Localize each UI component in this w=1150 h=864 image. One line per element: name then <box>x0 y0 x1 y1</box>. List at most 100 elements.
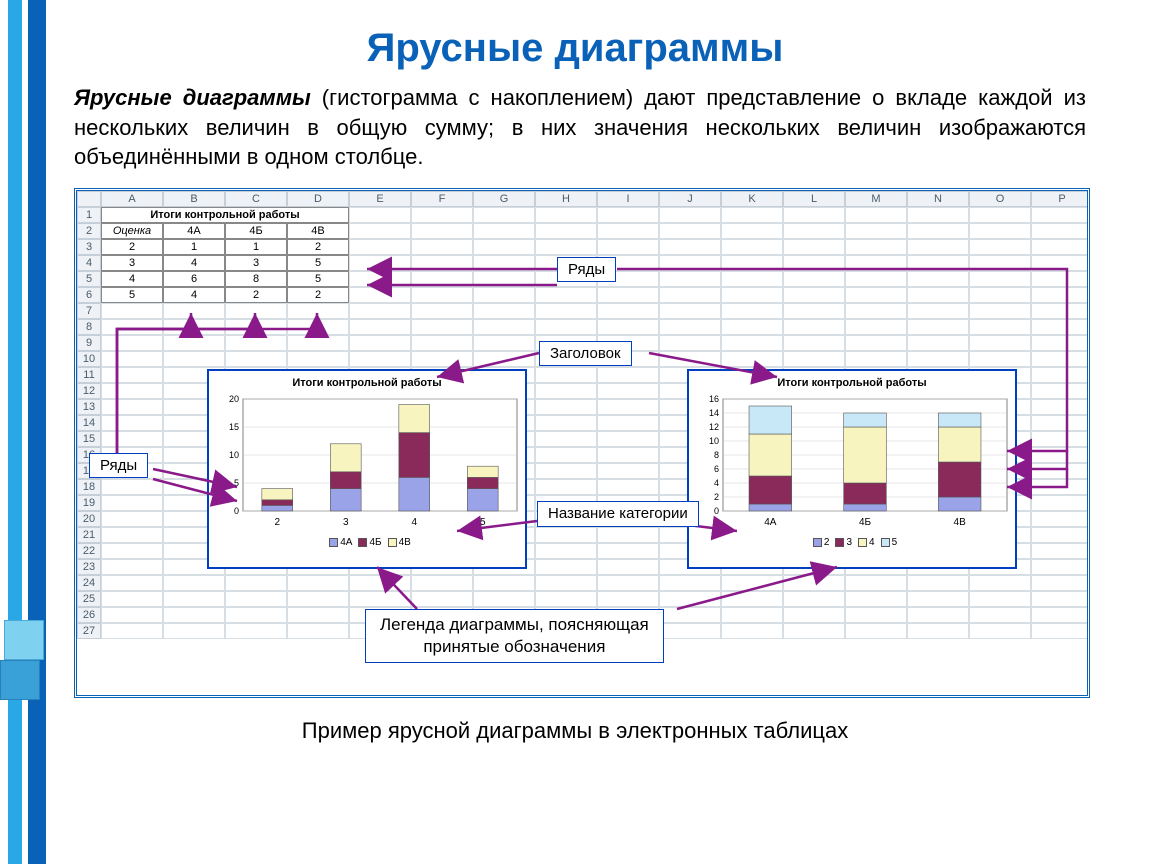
cell <box>287 335 349 351</box>
cell <box>349 303 411 319</box>
cell <box>1031 543 1090 559</box>
cell <box>535 479 597 495</box>
cell <box>163 351 225 367</box>
cell <box>969 335 1031 351</box>
cell <box>225 303 287 319</box>
cell <box>721 351 783 367</box>
cell <box>659 351 721 367</box>
cell <box>101 367 163 383</box>
row-number: 26 <box>77 607 101 623</box>
cell <box>907 623 969 639</box>
cell <box>1031 511 1090 527</box>
cell <box>1031 319 1090 335</box>
cell <box>163 319 225 335</box>
row-number: 18 <box>77 479 101 495</box>
cell <box>535 287 597 303</box>
svg-text:10: 10 <box>709 436 719 446</box>
cell <box>411 255 473 271</box>
cell <box>287 303 349 319</box>
cell <box>845 255 907 271</box>
cell: 1 <box>225 239 287 255</box>
cell <box>783 223 845 239</box>
cell <box>597 543 659 559</box>
cell: 4Б <box>225 223 287 239</box>
cell <box>783 319 845 335</box>
cell <box>411 303 473 319</box>
col-header: F <box>411 191 473 207</box>
cell <box>597 431 659 447</box>
cell <box>349 255 411 271</box>
cell <box>411 207 473 223</box>
cell <box>163 575 225 591</box>
cell: 2 <box>287 239 349 255</box>
cell: 4 <box>163 287 225 303</box>
cell <box>721 255 783 271</box>
cell <box>845 223 907 239</box>
callout-rows-top: Ряды <box>557 257 616 282</box>
col-header: G <box>473 191 535 207</box>
legend-swatch <box>358 538 367 547</box>
cell <box>535 319 597 335</box>
cell: 2 <box>225 287 287 303</box>
legend-label: 4А <box>340 537 352 548</box>
col-header: H <box>535 191 597 207</box>
cell <box>349 239 411 255</box>
cell <box>535 559 597 575</box>
cell <box>721 575 783 591</box>
cell <box>659 271 721 287</box>
svg-text:4В: 4В <box>954 517 967 528</box>
cell <box>473 591 535 607</box>
cell <box>597 319 659 335</box>
cell: 1 <box>163 239 225 255</box>
cell <box>845 575 907 591</box>
cell <box>101 495 163 511</box>
cell <box>783 207 845 223</box>
cell <box>535 399 597 415</box>
cell <box>969 303 1031 319</box>
cell: Итоги контрольной работы <box>101 207 349 223</box>
cell <box>1031 303 1090 319</box>
cell <box>535 239 597 255</box>
legend-label: 5 <box>892 537 898 548</box>
cell <box>287 591 349 607</box>
cell <box>845 239 907 255</box>
intro-paragraph: Ярусные диаграммы (гистограмма с накопле… <box>0 71 1150 184</box>
cell <box>101 351 163 367</box>
svg-text:4А: 4А <box>764 517 777 528</box>
cell <box>597 575 659 591</box>
cell <box>721 591 783 607</box>
svg-text:6: 6 <box>714 464 719 474</box>
cell <box>535 591 597 607</box>
cell <box>597 447 659 463</box>
cell <box>163 607 225 623</box>
cell <box>349 351 411 367</box>
cell <box>349 319 411 335</box>
cell <box>287 351 349 367</box>
cell <box>411 287 473 303</box>
cell <box>101 479 163 495</box>
row-number: 10 <box>77 351 101 367</box>
cell <box>783 351 845 367</box>
cell <box>845 303 907 319</box>
cell <box>597 287 659 303</box>
cell <box>721 207 783 223</box>
cell <box>907 223 969 239</box>
row-number: 6 <box>77 287 101 303</box>
cell <box>1031 383 1090 399</box>
cell <box>535 463 597 479</box>
cell <box>907 319 969 335</box>
cell <box>163 335 225 351</box>
cell <box>473 575 535 591</box>
cell <box>349 591 411 607</box>
cell <box>845 319 907 335</box>
svg-text:0: 0 <box>234 506 239 516</box>
row-number: 22 <box>77 543 101 559</box>
legend-swatch <box>388 538 397 547</box>
cell <box>473 319 535 335</box>
cell <box>1031 527 1090 543</box>
chart-right-plot: 02468101214164А4Б4В <box>689 393 1015 533</box>
cell <box>659 303 721 319</box>
cell <box>349 271 411 287</box>
cell <box>907 351 969 367</box>
svg-text:14: 14 <box>709 408 719 418</box>
